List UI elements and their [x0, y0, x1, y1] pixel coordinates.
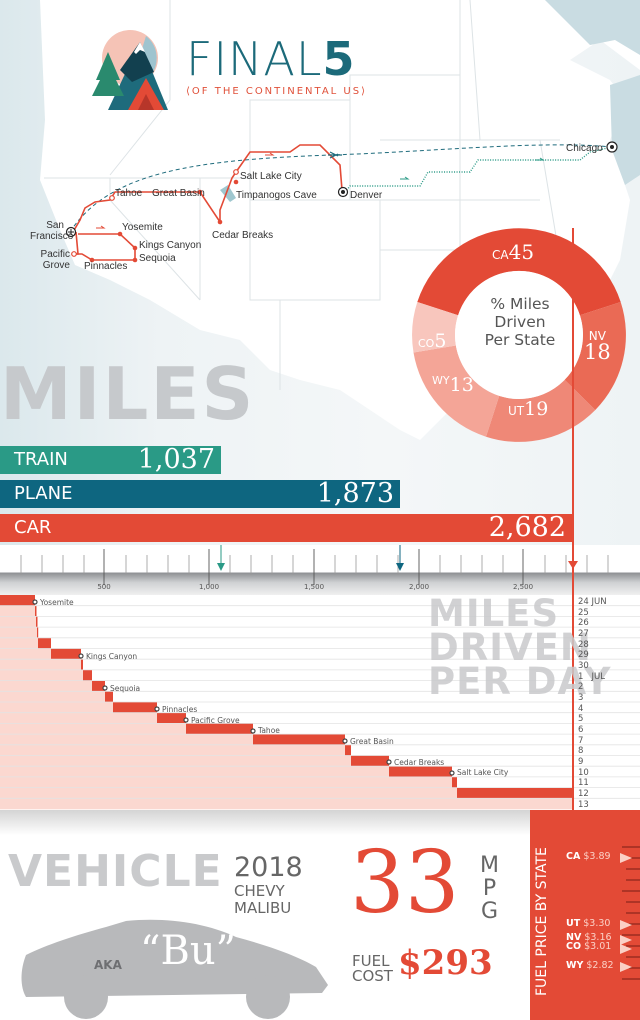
aka-label: AKA — [94, 958, 122, 972]
car-silhouette-icon — [21, 919, 328, 1019]
fuel-price-panel: FUEL PRICE BY STATE CA $3.89 UT $3.30 NV… — [530, 810, 640, 1020]
donut-label-ut: UT19 — [508, 398, 549, 420]
axis-tick-500: 500 — [97, 583, 111, 591]
axis-tick-2500: 2,500 — [512, 583, 534, 591]
car-pointer-icon — [568, 561, 578, 569]
miles-title: MILES — [0, 352, 256, 436]
city-label-san-francisco: San Francisco — [30, 220, 74, 242]
day-label: 6 — [578, 725, 584, 735]
stop-label-cedar-breaks: Cedar Breaks — [394, 758, 445, 767]
day-label: 1 JUL — [578, 672, 605, 682]
donut-chart — [412, 228, 626, 442]
day-label: 2 — [578, 682, 584, 692]
city-label-pacific-grove: Pacific Grove — [40, 249, 70, 271]
stop-label-sequoia: Sequoia — [110, 684, 141, 693]
miles-axis — [0, 545, 640, 595]
day-label: 29 — [578, 650, 589, 660]
stop-label-salt-lake-city: Salt Lake City — [457, 768, 509, 777]
bar-car: CAR 2,682 — [0, 512, 572, 543]
stop-label-pacific-grove: Pacific Grove — [191, 716, 240, 725]
stop-label-kings-canyon: Kings Canyon — [86, 652, 138, 661]
city-label-yosemite: Yosemite — [122, 222, 163, 233]
day-label: 25 — [578, 608, 589, 618]
fuel-price-title: FUEL PRICE BY STATE — [534, 847, 550, 996]
day-label: 24 JUN — [578, 597, 607, 607]
day-label: 9 — [578, 757, 584, 767]
fuel-price-co: CO $3.01 — [566, 941, 612, 952]
miles-per-day-chart — [0, 530, 640, 810]
day-label: 10 — [578, 768, 589, 778]
fuel-price-ut: UT $3.30 — [566, 918, 611, 929]
city-label-denver: Denver — [350, 190, 383, 201]
city-label-pinnacles: Pinnacles — [84, 261, 128, 272]
axis-tick-2000: 2,000 — [408, 583, 430, 591]
fuel-price-nv: NV $3.16 — [566, 932, 612, 943]
car-total-line — [572, 530, 574, 810]
vehicle-model: MALIBU — [234, 899, 292, 917]
donut-label-nv: NV 18 — [584, 329, 611, 364]
logo-icon — [92, 30, 168, 110]
day-label: 12 — [578, 789, 589, 799]
city-label-chicago: Chicago — [566, 143, 603, 154]
vehicle-title: VEHICLE — [8, 846, 223, 897]
bar-train: TRAIN 1,037 — [0, 444, 221, 475]
stop-label-great-basin: Great Basin — [350, 737, 394, 746]
day-label: 26 — [578, 618, 589, 628]
day-label: 5 — [578, 714, 584, 724]
fuel-price-ca: CA $3.89 — [566, 851, 611, 862]
day-label: 8 — [578, 746, 584, 756]
stop-label-tahoe: Tahoe — [258, 726, 280, 735]
day-label: 7 — [578, 736, 584, 746]
plane-icon — [328, 151, 342, 159]
city-label-sequoia: Sequoia — [139, 253, 176, 264]
day-label: 4 — [578, 704, 584, 714]
donut-label-wy: WY13 — [432, 374, 474, 396]
day-label: 30 — [578, 661, 589, 671]
axis-tick-1500: 1,500 — [303, 583, 325, 591]
vehicle-year: 2018 — [234, 852, 303, 883]
mpg-value: 33 — [350, 833, 460, 933]
axis-tick-1000: 1,000 — [198, 583, 220, 591]
donut-label-co: CO5 — [418, 330, 447, 352]
stop-label-pinnacles: Pinnacles — [162, 705, 198, 714]
vehicle-make: CHEVY — [234, 882, 285, 900]
donut-label-ca: CA45 — [492, 240, 535, 264]
city-label-timpanogos-cave: Timpanogos Cave — [236, 190, 317, 201]
page-subtitle: ⟨OF THE CONTINENTAL US⟩ — [186, 86, 367, 97]
bar-plane: PLANE 1,873 — [0, 478, 400, 509]
stop-label-yosemite: Yosemite — [40, 598, 74, 607]
donut-pointer-line — [572, 228, 574, 550]
per-day-title: MILES DRIVEN PER DAY — [428, 592, 612, 704]
city-label-cedar-breaks: Cedar Breaks — [212, 230, 274, 241]
city-label-tahoe: Tahoe — [115, 188, 143, 199]
vehicle-nickname: “Bu” — [140, 928, 237, 974]
day-label: 3 — [578, 693, 584, 703]
page-title: FINAL5 — [186, 32, 356, 86]
day-label: 11 — [578, 778, 589, 788]
day-label: 27 — [578, 629, 589, 639]
city-label-salt-lake-city: Salt Lake City — [240, 171, 302, 182]
day-label: 13 — [578, 800, 589, 810]
city-label-great-basin: Great Basin — [152, 188, 205, 199]
fuel-cost-value: $293 — [398, 943, 493, 983]
city-label-kings-canyon: Kings Canyon — [139, 240, 202, 251]
fuel-price-wy: WY $2.82 — [566, 960, 614, 971]
day-label: 28 — [578, 640, 589, 650]
fuel-cost-label: FUEL COST — [352, 952, 393, 985]
donut-center-label: % Miles Driven Per State — [484, 295, 556, 349]
